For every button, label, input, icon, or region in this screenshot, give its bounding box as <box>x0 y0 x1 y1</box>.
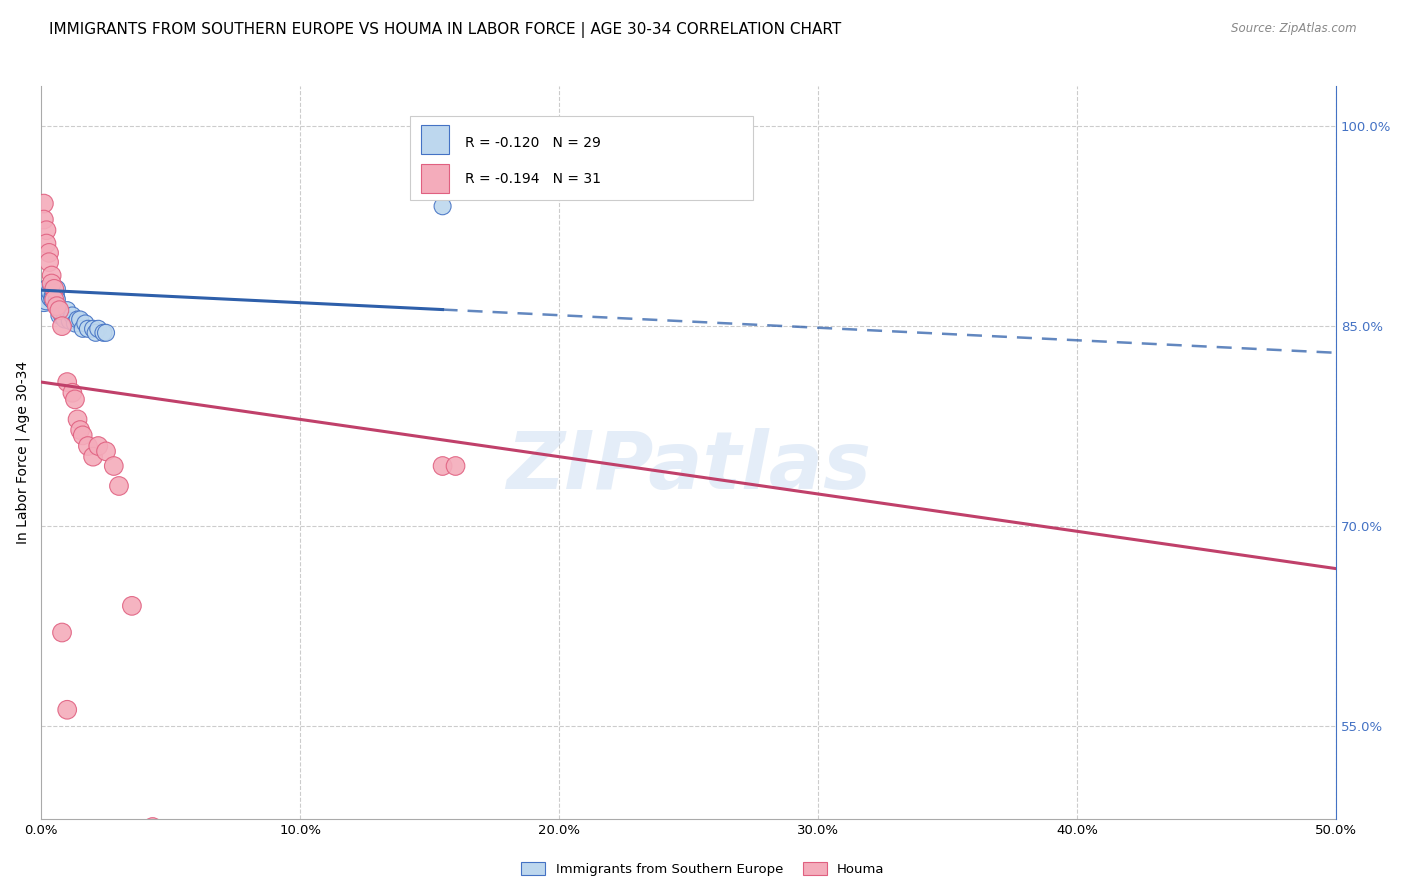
Y-axis label: In Labor Force | Age 30-34: In Labor Force | Age 30-34 <box>15 361 30 544</box>
Point <box>94 326 117 340</box>
Point <box>56 303 79 318</box>
Point <box>35 223 58 237</box>
Point <box>77 439 100 453</box>
Point <box>45 293 67 307</box>
Point <box>41 290 63 304</box>
Point <box>93 326 115 340</box>
Text: IMMIGRANTS FROM SOUTHERN EUROPE VS HOUMA IN LABOR FORCE | AGE 30-34 CORRELATION : IMMIGRANTS FROM SOUTHERN EUROPE VS HOUMA… <box>49 22 841 38</box>
Point <box>45 299 67 313</box>
Point <box>38 285 60 299</box>
Point <box>82 450 104 464</box>
Point <box>32 196 55 211</box>
Point <box>63 317 86 331</box>
Point <box>432 458 454 473</box>
Point <box>103 458 125 473</box>
Point <box>51 625 73 640</box>
Point <box>432 199 454 213</box>
Point <box>38 245 60 260</box>
Point <box>63 392 86 407</box>
Point <box>60 385 83 400</box>
Point <box>41 285 63 299</box>
Point <box>82 322 104 336</box>
Point <box>87 439 110 453</box>
Point <box>44 282 66 296</box>
Point <box>44 290 66 304</box>
Text: Source: ZipAtlas.com: Source: ZipAtlas.com <box>1232 22 1357 36</box>
Point <box>56 375 79 389</box>
Text: ZIPatlas: ZIPatlas <box>506 428 872 507</box>
Point <box>66 312 89 326</box>
Point <box>121 599 143 613</box>
Text: R = -0.120   N = 29: R = -0.120 N = 29 <box>464 136 600 150</box>
Point <box>32 293 55 307</box>
Point <box>44 293 66 307</box>
Point <box>87 322 110 336</box>
Text: R = -0.194   N = 31: R = -0.194 N = 31 <box>464 172 600 186</box>
Point <box>66 412 89 426</box>
Point <box>69 423 91 437</box>
Point <box>69 312 91 326</box>
Point <box>75 317 97 331</box>
Point <box>53 312 76 326</box>
FancyBboxPatch shape <box>420 164 449 194</box>
Point <box>51 319 73 334</box>
Point <box>84 326 107 340</box>
Point <box>59 314 82 328</box>
Point <box>56 703 79 717</box>
Point <box>35 293 58 307</box>
Point <box>72 428 94 442</box>
Point <box>35 236 58 251</box>
Point <box>45 282 67 296</box>
Point <box>41 268 63 283</box>
Point <box>44 293 66 307</box>
Point <box>94 444 117 458</box>
Point <box>41 277 63 291</box>
Point <box>32 212 55 227</box>
Legend: Immigrants from Southern Europe, Houma: Immigrants from Southern Europe, Houma <box>516 856 890 881</box>
Point <box>72 322 94 336</box>
Point <box>38 255 60 269</box>
Point <box>60 309 83 323</box>
Point <box>444 458 467 473</box>
Point <box>142 820 165 834</box>
Point <box>48 309 70 323</box>
Point <box>48 303 70 318</box>
FancyBboxPatch shape <box>420 125 449 153</box>
Point <box>77 322 100 336</box>
FancyBboxPatch shape <box>411 116 754 200</box>
Point <box>48 303 70 318</box>
Point <box>38 282 60 296</box>
Point <box>51 309 73 323</box>
Point <box>108 479 131 493</box>
